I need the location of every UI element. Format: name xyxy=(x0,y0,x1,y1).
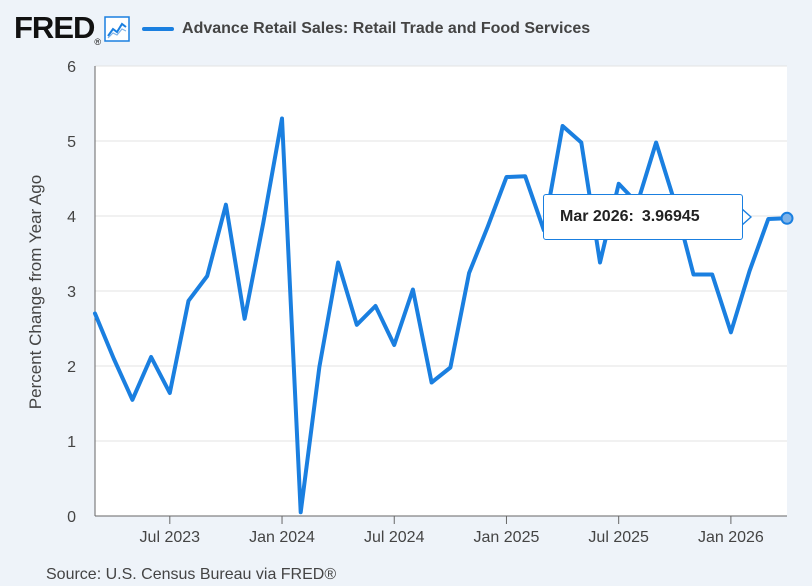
data-point[interactable] xyxy=(126,394,138,406)
data-point[interactable] xyxy=(313,361,325,373)
hover-marker xyxy=(780,211,794,225)
data-point[interactable] xyxy=(89,308,101,320)
y-tick-label: 4 xyxy=(67,209,76,226)
fred-logo-mark: ® xyxy=(94,37,101,48)
data-point[interactable] xyxy=(687,269,699,281)
data-point[interactable] xyxy=(557,120,569,132)
tooltip-value: 3.96945 xyxy=(641,208,700,225)
data-point[interactable] xyxy=(650,137,662,149)
data-point[interactable] xyxy=(183,295,195,307)
data-point[interactable] xyxy=(706,269,718,281)
data-point[interactable] xyxy=(463,267,475,279)
data-point[interactable] xyxy=(444,362,456,374)
tooltip-arrow-inner xyxy=(741,209,750,225)
x-tick-label: Jan 2026 xyxy=(698,529,764,546)
data-point[interactable] xyxy=(295,506,307,518)
series-line[interactable] xyxy=(93,116,789,515)
y-tick-label: 0 xyxy=(67,509,76,526)
y-tick-label: 2 xyxy=(67,359,76,376)
data-point[interactable] xyxy=(276,113,288,125)
data-point[interactable] xyxy=(519,170,531,182)
x-tick-label: Jul 2023 xyxy=(140,529,201,546)
data-point[interactable] xyxy=(575,137,587,149)
data-tooltip: Mar 2026: 3.96945 xyxy=(543,194,743,240)
legend-swatch xyxy=(142,27,175,31)
y-tick-label: 1 xyxy=(67,434,76,451)
x-tick-label: Jan 2025 xyxy=(474,529,540,546)
data-point[interactable] xyxy=(257,217,269,229)
tooltip-date: Mar 2026: xyxy=(560,208,634,225)
graph-icon xyxy=(104,16,130,42)
data-point[interactable] xyxy=(388,339,400,351)
data-point[interactable] xyxy=(744,265,756,277)
data-point[interactable] xyxy=(145,351,157,363)
y-tick-label: 3 xyxy=(67,284,76,301)
data-point[interactable] xyxy=(220,199,232,211)
data-point[interactable] xyxy=(407,284,419,296)
chart-header: FRED® Advance Retail Sales: Retail Trade… xyxy=(14,10,591,48)
source-note: Source: U.S. Census Bureau via FRED® xyxy=(46,566,337,583)
x-tick-label: Jan 2024 xyxy=(249,529,315,546)
data-point[interactable] xyxy=(108,353,120,365)
legend-label[interactable]: Advance Retail Sales: Retail Trade and F… xyxy=(182,20,591,37)
data-point[interactable] xyxy=(164,387,176,399)
x-tick-label: Jul 2024 xyxy=(364,529,425,546)
x-tick-label: Jul 2025 xyxy=(588,529,649,546)
data-point[interactable] xyxy=(500,171,512,183)
data-point[interactable] xyxy=(426,377,438,389)
y-tick-label: 6 xyxy=(67,59,76,76)
data-point[interactable] xyxy=(613,178,625,190)
data-point[interactable] xyxy=(351,319,363,331)
data-point[interactable] xyxy=(594,257,606,269)
fred-logo-text: FRED xyxy=(14,10,95,46)
data-point[interactable] xyxy=(201,270,213,282)
data-point[interactable] xyxy=(239,313,251,325)
data-point[interactable] xyxy=(332,257,344,269)
data-point[interactable] xyxy=(370,300,382,312)
data-point[interactable] xyxy=(725,326,737,338)
fred-logo[interactable]: FRED® xyxy=(14,10,101,48)
y-axis-label: Percent Change from Year Ago xyxy=(26,174,45,410)
data-point[interactable] xyxy=(482,221,494,233)
data-point[interactable] xyxy=(762,213,774,225)
y-tick-label: 5 xyxy=(67,134,76,151)
